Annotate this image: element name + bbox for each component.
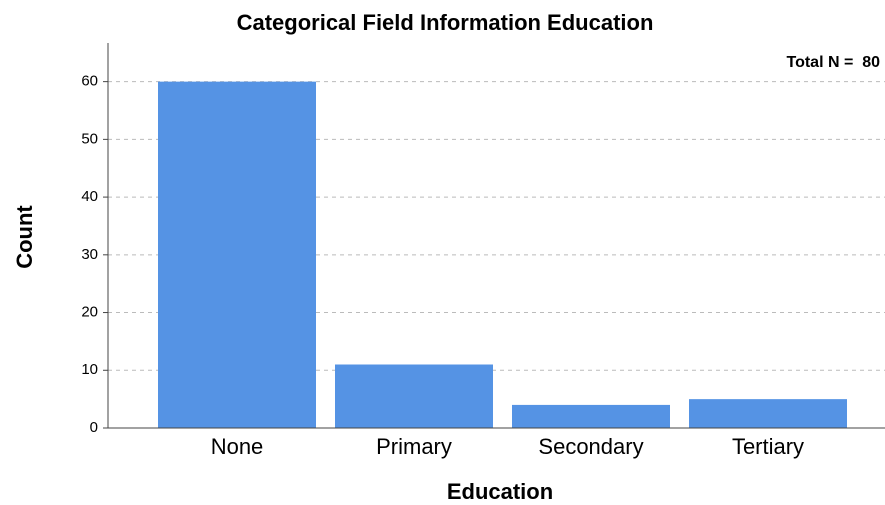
y-axis-label: Count: [12, 205, 37, 269]
bar: [689, 399, 847, 428]
y-tick-label: 40: [81, 188, 98, 205]
y-tick-label: 0: [90, 419, 98, 436]
y-tick-label: 20: [81, 304, 98, 321]
x-tick-label: None: [211, 434, 264, 459]
y-tick-label: 60: [81, 73, 98, 90]
y-tick-label: 50: [81, 130, 98, 147]
chart-title: Categorical Field Information Education: [237, 10, 654, 35]
bar: [512, 404, 670, 428]
y-tick-label: 10: [81, 361, 98, 378]
x-tick-label: Tertiary: [732, 434, 804, 459]
bar: [158, 81, 316, 429]
annotation: Total N = 80: [786, 54, 880, 71]
x-axis-label: Education: [447, 479, 553, 504]
x-tick-label: Secondary: [538, 434, 643, 459]
bar: [335, 364, 493, 428]
x-tick-label: Primary: [376, 434, 452, 459]
y-tick-label: 30: [81, 246, 98, 263]
